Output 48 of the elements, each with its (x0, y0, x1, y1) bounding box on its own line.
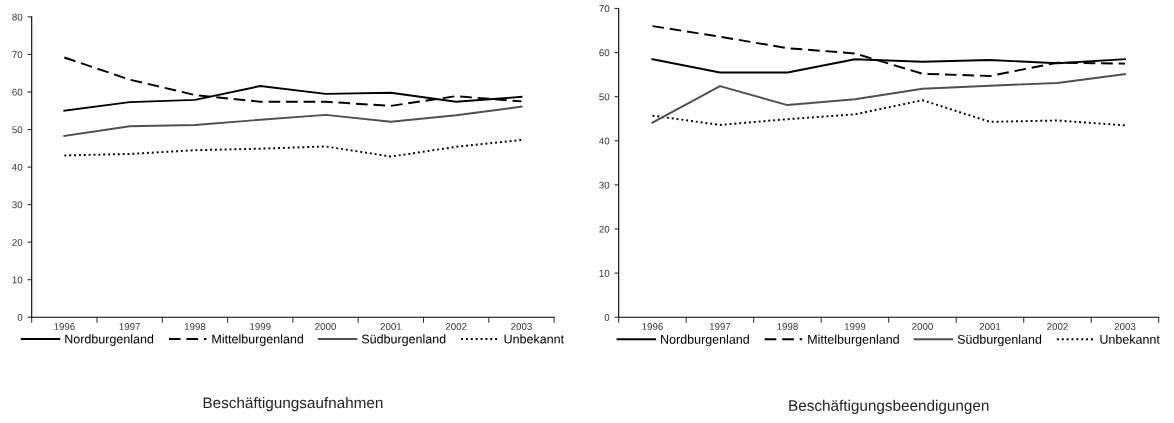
line-series (651, 25, 1126, 77)
x-tick-label: 2003 (1114, 323, 1136, 330)
y-tick-label: 20 (12, 238, 23, 246)
legend-label: Südburgenland (957, 334, 1042, 347)
y-tick-label: 70 (12, 51, 23, 59)
text: Beschäftigungsaufnahmen (203, 396, 383, 412)
y-tick-label: 60 (599, 49, 610, 57)
x-tick-label: 2000 (315, 323, 336, 330)
legend-label: Unbekannt (504, 334, 564, 344)
text: Beschäftigungsbeendigungen (789, 399, 989, 414)
y-tick-label: 40 (599, 137, 610, 145)
y-tick-label: 40 (12, 163, 23, 171)
x-tick-label: 2002 (445, 323, 467, 330)
y-tick-label: 10 (599, 269, 610, 277)
y-tick-label: 0 (17, 313, 23, 321)
x-tick-label: 1999 (844, 323, 866, 330)
y-tick-label: 50 (12, 126, 23, 134)
x-tick-label: 1996 (54, 323, 75, 330)
x-tick-label: 2000 (912, 323, 933, 330)
x-tick-label: 2003 (511, 323, 532, 330)
x-tick-label: 1998 (184, 323, 206, 330)
y-tick-label: 0 (604, 313, 610, 321)
line-series (63, 139, 523, 158)
line-series (651, 99, 1126, 127)
x-tick-label: 1996 (642, 323, 663, 330)
x-tick-label: 2001 (380, 323, 402, 330)
y-tick-label: 10 (12, 276, 23, 284)
x-tick-label: 2002 (1047, 323, 1068, 330)
x-tick-label: 1997 (119, 323, 140, 330)
x-tick-label: 1999 (250, 323, 271, 330)
x-tick-label: 2001 (979, 323, 1001, 330)
y-tick-label: 20 (599, 225, 610, 233)
y-tick-label: 60 (12, 88, 23, 96)
line-series (651, 73, 1126, 124)
legend-label: Mittelburgenland (808, 334, 899, 347)
y-tick-label: 70 (599, 5, 610, 13)
legend-label: Mittelburgenland (212, 334, 304, 346)
x-tick-label: 1997 (709, 323, 731, 330)
line-series (63, 105, 523, 137)
y-tick-label: 30 (12, 201, 23, 209)
y-tick-label: 50 (599, 93, 610, 101)
legend-label: Nordburgenland (65, 334, 154, 346)
legend-label: Südburgenland (361, 334, 446, 346)
legend-label: Nordburgenland (661, 334, 749, 347)
y-tick-label: 30 (599, 181, 610, 189)
legend-label: Unbekannt (1100, 334, 1160, 344)
x-tick-label: 1998 (777, 323, 798, 330)
y-tick-label: 80 (12, 13, 23, 21)
